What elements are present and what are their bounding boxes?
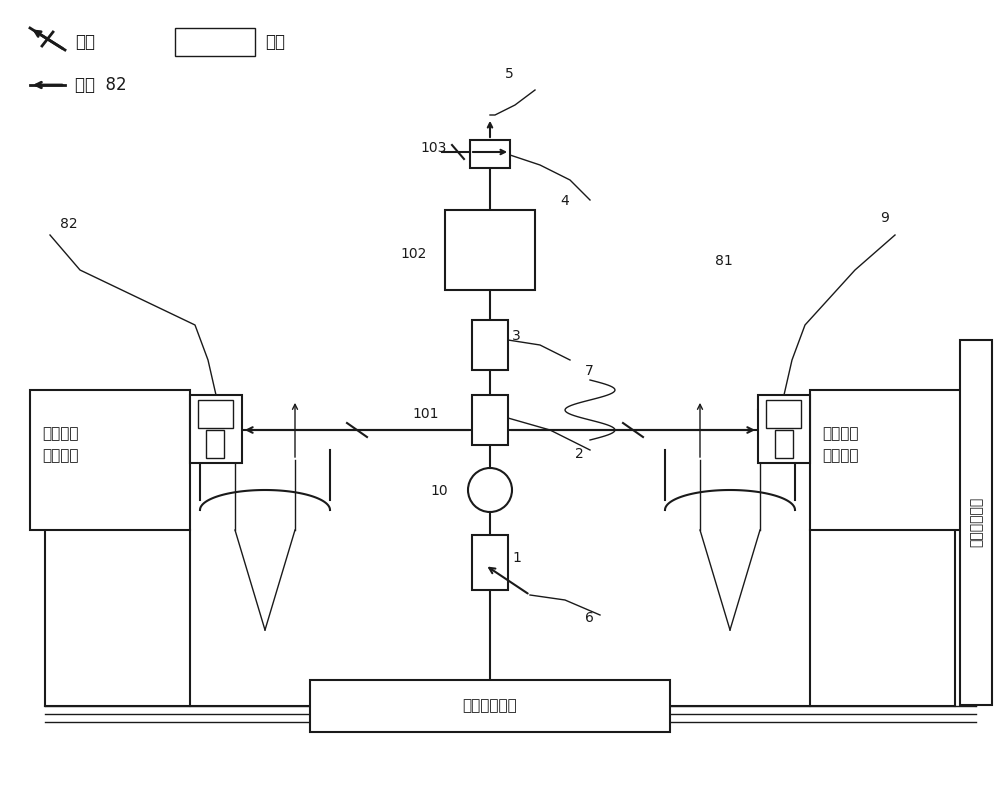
Text: 101: 101 — [412, 407, 439, 421]
Text: 2: 2 — [575, 447, 584, 461]
Bar — [198, 400, 233, 428]
Text: 5: 5 — [505, 67, 514, 81]
Text: 81: 81 — [715, 254, 733, 268]
Text: 电路: 电路 — [265, 33, 285, 51]
Text: 低空模拟
采集系统: 低空模拟 采集系统 — [42, 426, 79, 464]
Bar — [775, 430, 793, 458]
Text: 10: 10 — [430, 484, 448, 498]
Bar — [310, 680, 670, 732]
Text: 光纤: 光纤 — [75, 33, 95, 51]
Bar — [472, 320, 508, 370]
Bar — [175, 28, 255, 56]
Text: 1: 1 — [512, 551, 521, 565]
Text: 3: 3 — [512, 329, 521, 343]
Bar — [810, 390, 970, 530]
Bar — [30, 390, 190, 530]
Text: 光线  82: 光线 82 — [75, 76, 127, 94]
Text: 智能控制单元: 智能控制单元 — [463, 698, 517, 713]
Text: 82: 82 — [60, 217, 78, 231]
Bar — [758, 395, 810, 463]
Text: 7: 7 — [585, 364, 594, 378]
Text: 6: 6 — [585, 611, 594, 625]
Bar — [472, 535, 508, 590]
Text: 9: 9 — [880, 211, 889, 225]
Bar — [960, 340, 992, 705]
Text: 高空量子
采集系统: 高空量子 采集系统 — [822, 426, 858, 464]
Text: 4: 4 — [560, 194, 569, 208]
Bar — [472, 395, 508, 445]
Bar — [445, 210, 535, 290]
Text: 102: 102 — [400, 247, 426, 261]
Text: 环境传感系统: 环境传感系统 — [969, 497, 983, 547]
Bar — [190, 395, 242, 463]
Bar — [206, 430, 224, 458]
Bar — [470, 140, 510, 168]
Bar — [766, 400, 801, 428]
Text: 103: 103 — [420, 141, 446, 155]
